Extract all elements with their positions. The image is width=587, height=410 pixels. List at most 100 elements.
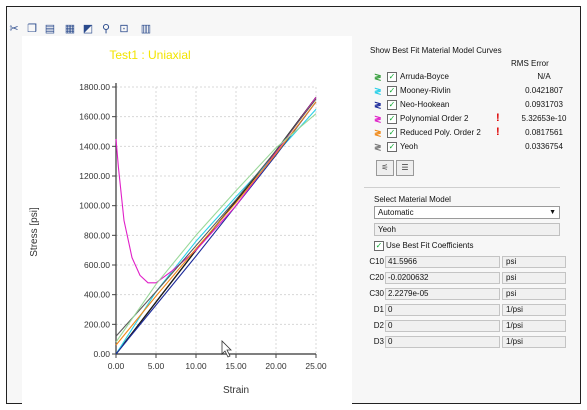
- coefficient-value-field[interactable]: 0: [385, 320, 500, 332]
- x-axis-label: Strain: [223, 385, 249, 396]
- model-label: Reduced Poly. Order 2: [400, 128, 481, 137]
- coefficient-value-field[interactable]: 2.2279e-05: [385, 288, 500, 300]
- toolbar: ✂ ❐ ▤ ▦ ◩ ⚲ ⊡ ▥: [6, 6, 306, 38]
- chart-panel: 0.00 200.00 400.00 600.00 800.00 1000.00 1200.…: [22, 36, 352, 404]
- model-row-neo-hookean[interactable]: ≷ ✓ Neo-Hookean 0.0931703: [374, 99, 574, 111]
- coefficient-unit-field[interactable]: psi: [502, 288, 566, 300]
- divider: [364, 187, 560, 188]
- coefficient-value-field[interactable]: 0: [385, 304, 500, 316]
- chevron-down-icon: ▼: [549, 209, 556, 216]
- fit-curve-button[interactable]: ⚟: [376, 160, 394, 176]
- select-model-title: Select Material Model: [374, 195, 451, 204]
- warning-icon: !: [496, 112, 500, 124]
- coefficient-name: D1: [373, 305, 384, 314]
- coefficient-unit-field[interactable]: 1/psi: [502, 336, 566, 348]
- model-checkbox[interactable]: ✓: [387, 100, 397, 110]
- list-view-button[interactable]: ☰: [396, 160, 414, 176]
- coefficient-unit-field[interactable]: 1/psi: [502, 304, 566, 316]
- y-tick-label: 1800.00: [79, 82, 110, 92]
- model-checkbox[interactable]: ✓: [387, 72, 397, 82]
- model-rms: 0.0817561: [525, 128, 563, 137]
- rms-error-header: RMS Error: [511, 59, 549, 68]
- use-best-fit-label: Use Best Fit Coefficients: [386, 241, 474, 250]
- coefficient-row-c10: C10 41.5966 psi: [364, 256, 566, 269]
- model-row-polynomial-order-2[interactable]: ≷ ✓ Polynomial Order 2 ! 5.32653e-10: [374, 112, 574, 125]
- coefficient-name: D3: [373, 337, 384, 346]
- curve-color-icon: ≷: [374, 100, 382, 110]
- model-label: Arruda-Boyce: [400, 72, 449, 81]
- y-tick-label: 0.00: [93, 349, 110, 359]
- model-label: Yeoh: [400, 142, 418, 151]
- y-tick-label: 200.00: [84, 319, 110, 329]
- coefficient-row-c20: C20 -0.0200632 psi: [364, 272, 566, 285]
- material-model-panel: Show Best Fit Material Model Curves RMS …: [356, 36, 572, 356]
- coefficient-unit-field[interactable]: 1/psi: [502, 320, 566, 332]
- copy-icon[interactable]: ❐: [27, 23, 37, 35]
- coefficient-unit-field[interactable]: psi: [502, 256, 566, 268]
- model-checkbox[interactable]: ✓: [387, 86, 397, 96]
- best-fit-group-title: Show Best Fit Material Model Curves: [370, 46, 502, 55]
- zoom-fit-icon[interactable]: ⊡: [119, 23, 129, 35]
- coefficient-row-d3: D3 0 1/psi: [364, 336, 566, 349]
- series-line-reduced-poly-order-2: [115, 101, 317, 346]
- model-checkbox[interactable]: ✓: [387, 128, 397, 138]
- model-label: Neo-Hookean: [400, 100, 450, 109]
- model-checkbox[interactable]: ✓: [387, 142, 397, 152]
- coefficient-row-d2: D2 0 1/psi: [364, 320, 566, 333]
- coefficient-name: C10: [369, 257, 384, 266]
- model-rms: 0.0931703: [525, 100, 563, 109]
- x-tick-label: 10.00: [185, 361, 207, 371]
- chart-title: Test1 : Uniaxial: [109, 48, 190, 62]
- curve-color-icon: ≷: [374, 114, 382, 124]
- x-tick-label: 5.00: [148, 361, 165, 371]
- model-rms: N/A: [537, 72, 551, 81]
- mouse-cursor: [221, 340, 232, 358]
- chart-grid: [115, 86, 317, 355]
- settings-icon[interactable]: ▥: [140, 23, 152, 35]
- model-checkbox[interactable]: ✓: [387, 114, 397, 124]
- model-row-arruda-boyce[interactable]: ≷ ✓ Arruda-Boyce N/A: [374, 71, 574, 83]
- selected-model-field: Yeoh: [374, 223, 560, 236]
- coefficient-name: D2: [373, 321, 384, 330]
- coefficient-value-field[interactable]: 0: [385, 336, 500, 348]
- coefficient-unit-field[interactable]: psi: [502, 272, 566, 284]
- coefficient-name: C20: [369, 273, 384, 282]
- x-tick-label: 25.00: [305, 361, 327, 371]
- use-best-fit-checkbox[interactable]: ✓: [374, 241, 384, 251]
- material-model-dropdown[interactable]: Automatic ▼: [374, 206, 560, 219]
- coefficient-value-field[interactable]: -0.0200632: [385, 272, 500, 284]
- x-tick-label: 20.00: [265, 361, 287, 371]
- chart-series: [115, 96, 317, 355]
- zoom-icon[interactable]: ⚲: [101, 23, 111, 35]
- model-row-yeoh[interactable]: ≷ ✓ Yeoh 0.0336754: [374, 141, 574, 153]
- model-rms: 5.32653e-10: [521, 114, 567, 123]
- y-tick-label: 1400.00: [79, 141, 110, 151]
- curve-color-icon: ≷: [374, 128, 382, 138]
- warning-icon: !: [496, 126, 500, 138]
- coefficient-row-c30: C30 2.2279e-05 psi: [364, 288, 566, 301]
- coefficient-row-d1: D1 0 1/psi: [364, 304, 566, 317]
- model-row-mooney-rivlin[interactable]: ≷ ✓ Mooney-Rivlin 0.0421807: [374, 85, 574, 97]
- y-axis-label: Stress [psi]: [29, 207, 40, 257]
- export-icon[interactable]: ◩: [82, 23, 94, 35]
- series-line-polynomial-order-2: [115, 97, 317, 284]
- curve-color-icon: ≷: [374, 86, 382, 96]
- coefficient-value-field[interactable]: 41.5966: [385, 256, 500, 268]
- series-line-light-fit: [115, 113, 317, 343]
- model-row-reduced-poly-order-2[interactable]: ≷ ✓ Reduced Poly. Order 2 ! 0.0817561: [374, 126, 574, 139]
- curve-color-icon: ≷: [374, 142, 382, 152]
- y-tick-label: 600.00: [84, 260, 110, 270]
- plot-background: [116, 87, 316, 354]
- selected-model-value: Yeoh: [378, 225, 396, 234]
- grid-icon[interactable]: ▦: [64, 23, 76, 35]
- cut-icon[interactable]: ✂: [9, 23, 19, 35]
- model-rms: 0.0421807: [525, 86, 563, 95]
- paste-icon[interactable]: ▤: [44, 23, 56, 35]
- model-label: Polynomial Order 2: [400, 114, 469, 123]
- dropdown-value: Automatic: [378, 208, 414, 217]
- y-tick-label: 800.00: [84, 230, 110, 240]
- chart-axes: [115, 83, 316, 355]
- curve-color-icon: ≷: [374, 72, 382, 82]
- y-tick-label: 1000.00: [79, 201, 110, 211]
- x-tick-label: 0.00: [108, 361, 125, 371]
